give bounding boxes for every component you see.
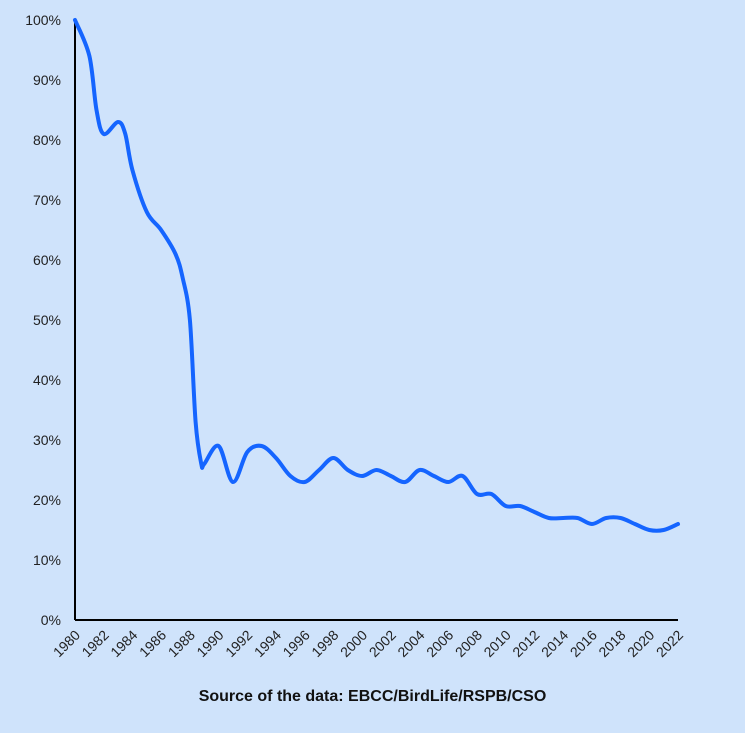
y-tick-label: 20% [33, 492, 61, 508]
x-tick-label: 2016 [567, 627, 600, 660]
x-tick-label: 2018 [595, 627, 628, 660]
source-caption: Source of the data: EBCC/BirdLife/RSPB/C… [198, 688, 547, 705]
x-tick-label: 2014 [538, 627, 571, 660]
x-tick-label: 1986 [136, 627, 169, 660]
x-tick-label: 1988 [165, 627, 198, 660]
x-tick-label: 1980 [50, 627, 83, 660]
x-tick-label: 2022 [653, 627, 686, 660]
x-tick-label: 1996 [279, 627, 312, 660]
y-tick-label: 10% [33, 552, 61, 568]
x-tick-label: 1992 [222, 627, 255, 660]
line-chart: 0%10%20%30%40%50%60%70%80%90%100% 198019… [25, 12, 686, 660]
x-tick-label: 2008 [452, 627, 485, 660]
x-tick-label: 2006 [423, 627, 456, 660]
x-tick-label: 2010 [480, 627, 513, 660]
y-tick-label: 70% [33, 192, 61, 208]
x-tick-label: 1990 [193, 627, 226, 660]
y-tick-label: 60% [33, 252, 61, 268]
x-tick-label: 1998 [308, 627, 341, 660]
x-tick-label: 2002 [366, 627, 399, 660]
x-tick-label: 2012 [509, 627, 542, 660]
y-tick-label: 100% [25, 12, 61, 28]
x-tick-label: 2020 [624, 627, 657, 660]
y-tick-label: 50% [33, 312, 61, 328]
y-tick-label: 40% [33, 372, 61, 388]
y-axis-tick-labels: 0% 10% 20% 30% 40% 50% 60% 70% 80% 90% 100% [25, 12, 61, 628]
y-tick-label: 80% [33, 132, 61, 148]
y-tick-label: 0% [41, 612, 61, 628]
series-line [73, 18, 680, 533]
x-tick-label: 1994 [251, 627, 284, 660]
x-tick-label: 2004 [394, 627, 427, 660]
x-tick-label: 2000 [337, 627, 370, 660]
x-axis-tick-labels: 1980198219841986198819901992199419961998… [50, 627, 686, 660]
x-tick-label: 1982 [78, 627, 111, 660]
y-tick-label: 90% [33, 72, 61, 88]
x-tick-label: 1984 [107, 627, 140, 660]
y-tick-label: 30% [33, 432, 61, 448]
